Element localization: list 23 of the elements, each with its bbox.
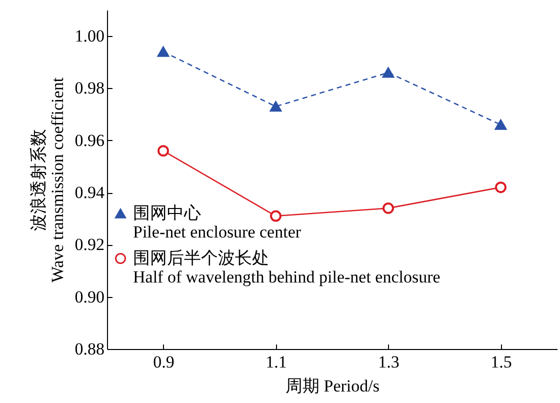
point bbox=[270, 101, 282, 112]
y-tick-label: 0.92 bbox=[74, 235, 104, 254]
legend-label: 围网中心 Pile-net enclosure center bbox=[133, 204, 302, 242]
x-tick-label: 1.5 bbox=[490, 352, 512, 372]
point bbox=[270, 210, 282, 222]
point bbox=[382, 202, 394, 214]
y-axis-title: 波浪透射系数 Wave transmission coefficient bbox=[28, 77, 67, 283]
point bbox=[382, 67, 394, 78]
point bbox=[158, 46, 169, 57]
point bbox=[158, 145, 169, 157]
x-tick-label: 0.9 bbox=[153, 352, 174, 372]
y-tick-label: 0.88 bbox=[74, 340, 104, 358]
y-tick-label: 0.96 bbox=[74, 130, 104, 150]
x-tick-label: 1.3 bbox=[378, 352, 400, 372]
point bbox=[495, 182, 506, 194]
x-axis-title: 周期 Period/s bbox=[286, 376, 380, 396]
point bbox=[495, 120, 506, 130]
y-tick-label: 1.00 bbox=[74, 26, 104, 46]
x-tick-label: 1.1 bbox=[266, 352, 287, 372]
y-tick-label: 0.98 bbox=[74, 78, 104, 98]
y-tick-label: 0.90 bbox=[74, 287, 104, 306]
y-tick-label: 0.94 bbox=[74, 183, 105, 202]
legend-label: 围网后半个波长处 Half of wavelength behind pile-net enclosure bbox=[133, 248, 440, 286]
